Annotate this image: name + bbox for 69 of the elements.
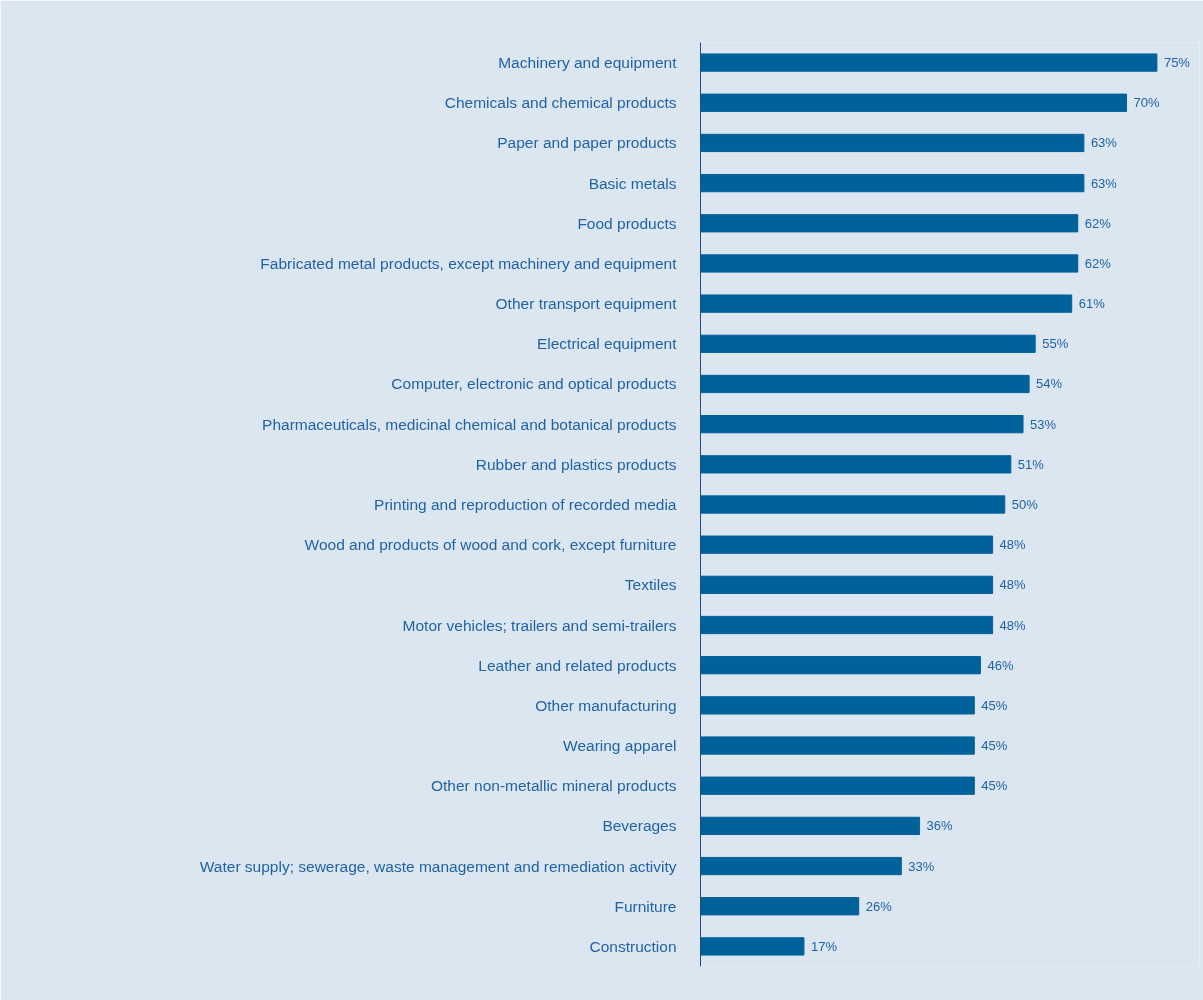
y-tick-label: Motor vehicles; trailers and semi-trailers <box>402 616 677 634</box>
data-label: 45% <box>981 697 1008 713</box>
bar <box>700 53 1158 72</box>
bar <box>700 937 805 956</box>
y-tick-label: Textiles <box>624 576 677 594</box>
bar <box>700 495 1006 514</box>
y-tick-label: Food products <box>577 214 677 232</box>
data-label: 75% <box>1163 55 1191 71</box>
data-label: 45% <box>981 738 1008 754</box>
data-label: 36% <box>926 818 954 834</box>
bar <box>700 93 1127 112</box>
y-tick-label: Construction <box>589 937 677 955</box>
bar <box>700 696 975 715</box>
bar <box>700 776 975 795</box>
y-tick-label: Beverages <box>602 817 677 835</box>
y-tick-label: Leather and related products <box>478 656 677 674</box>
bar <box>700 575 994 594</box>
data-label: 48% <box>999 537 1027 553</box>
bar <box>700 615 994 635</box>
bar <box>700 173 1085 193</box>
data-label: 54% <box>1036 376 1063 392</box>
y-tick-label: Water supply; sewerage, waste management and remediation activity <box>199 857 677 875</box>
bar <box>700 856 902 876</box>
y-tick-label: Computer, electronic and optical products <box>391 375 677 393</box>
data-label: 61% <box>1078 296 1106 312</box>
data-label: 70% <box>1133 95 1160 111</box>
data-label: 17% <box>810 938 838 954</box>
data-label: 46% <box>987 657 1014 673</box>
y-tick-label: Pharmaceuticals, medicinal chemical and botanical products <box>262 415 677 433</box>
data-label: 45% <box>981 778 1008 794</box>
bar <box>700 214 1079 233</box>
data-label: 55% <box>1042 336 1069 352</box>
bar <box>700 455 1012 474</box>
data-label: 50% <box>1011 497 1039 512</box>
y-tick-label: Fabricated metal products, except machinery and equipment <box>260 254 678 272</box>
bar <box>700 736 975 755</box>
data-label: 63% <box>1090 135 1118 151</box>
data-label: 51% <box>1017 456 1045 472</box>
data-label: 48% <box>999 617 1027 633</box>
y-tick-label: Wearing apparel <box>563 737 677 755</box>
bar <box>700 294 1073 313</box>
y-tick-label: Paper and paper products <box>497 134 677 152</box>
data-label: 48% <box>999 577 1027 593</box>
bar <box>700 374 1030 394</box>
bar <box>700 133 1085 153</box>
data-label: 53% <box>1030 416 1057 432</box>
data-label: 26% <box>865 898 893 914</box>
y-tick-label: Other manufacturing <box>535 696 677 714</box>
y-tick-label: Other non-metallic mineral products <box>430 777 677 795</box>
data-label: 63% <box>1090 175 1118 191</box>
bar <box>700 816 921 836</box>
y-tick-label: Rubber and plastics products <box>475 455 677 473</box>
bar <box>700 656 981 675</box>
y-tick-label: Wood and products of wood and cork, except furniture <box>304 536 677 554</box>
data-label: 62% <box>1084 255 1112 271</box>
y-tick-label: Printing and reproduction of recorded media <box>374 496 677 513</box>
bar <box>700 415 1024 434</box>
y-tick-label: Furniture <box>614 897 677 915</box>
y-tick-label: Basic metals <box>588 174 677 192</box>
y-tick-label: Machinery and equipment <box>498 54 678 72</box>
bar <box>700 334 1036 353</box>
y-tick-label: Other transport equipment <box>495 295 678 313</box>
y-tick-label: Chemicals and chemical products <box>444 94 677 112</box>
data-label: 33% <box>908 858 935 874</box>
bar <box>700 254 1079 273</box>
bar <box>700 535 994 554</box>
bar <box>700 897 860 916</box>
y-tick-label: Electrical equipment <box>536 335 678 353</box>
data-label: 62% <box>1084 215 1112 231</box>
